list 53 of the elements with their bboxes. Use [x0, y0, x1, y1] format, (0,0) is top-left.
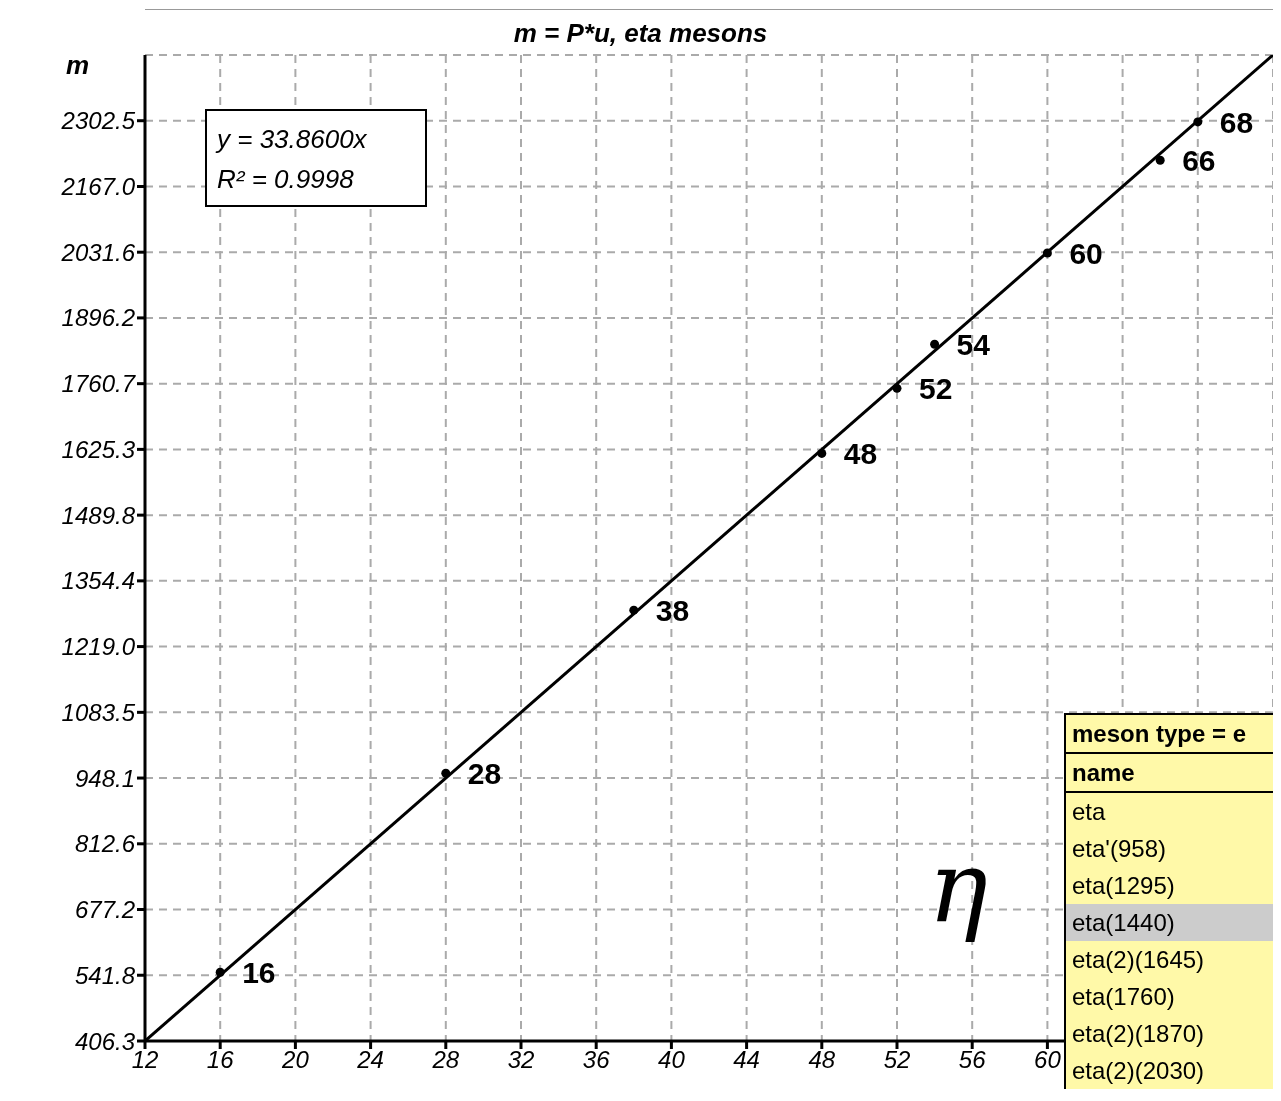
annotation: 16 [242, 956, 276, 990]
annotation: 48 [843, 437, 878, 471]
y-tick-label: 2031.6 [60, 238, 136, 266]
y-tick-label: 677.2 [74, 896, 135, 924]
point [930, 339, 940, 349]
y-tick-label: 1219.0 [61, 633, 136, 661]
point [1155, 155, 1165, 165]
y-tick-label: 406.3 [74, 1027, 136, 1055]
x-tick-label: 44 [733, 1046, 760, 1074]
annotation: eta(2)(1645) [1072, 946, 1205, 973]
y-tick-label: 2167.0 [60, 173, 136, 200]
y-tick-label: 1354.4 [61, 567, 135, 595]
x-tick-label: 36 [582, 1046, 611, 1074]
annotation: eta(1295) [1072, 872, 1175, 899]
x-tick-label: 52 [883, 1046, 911, 1074]
y-axis-title: m [66, 50, 90, 81]
x-tick-label: 60 [1034, 1046, 1062, 1074]
annotation: 28 [467, 757, 502, 791]
x-tick-label: 48 [808, 1046, 836, 1074]
annotation: 38 [655, 594, 690, 628]
x-tick-label: 40 [658, 1046, 686, 1074]
x-tick-label: 32 [507, 1046, 535, 1074]
annotation: R² = 0.9998 [217, 163, 355, 196]
y-tick-label: 1083.5 [61, 698, 136, 726]
annotation: η [928, 828, 988, 945]
y-tick-label: 1489.8 [61, 501, 136, 529]
annotation: meson type = e [1072, 720, 1247, 747]
text: eta(2)(2030) [1072, 1057, 1205, 1084]
x-tick-label: 28 [431, 1046, 460, 1074]
y-tick-label: 1760.7 [61, 370, 137, 398]
annotation: 68 [1219, 105, 1254, 139]
x-tick-label: 16 [206, 1046, 235, 1074]
x-tick-label: 56 [958, 1046, 987, 1074]
annotation: y = 33.8600x [217, 123, 368, 156]
y-tick-label: 2302.5 [60, 107, 136, 135]
annotation: 52 [919, 372, 953, 406]
y-tick-label: 541.8 [74, 961, 136, 989]
annotation: name [1072, 759, 1135, 786]
annotation: 60 [1069, 236, 1103, 270]
annotation: eta(1440) [1072, 909, 1175, 936]
annotation: 54 [956, 328, 991, 362]
y-tick-label: 812.6 [74, 830, 136, 858]
y-tick-label: 1896.2 [61, 304, 135, 332]
annotation: eta'(958) [1072, 835, 1166, 862]
y-tick-label: 948.1 [74, 764, 135, 792]
annotation: eta [1072, 798, 1106, 825]
annotation: eta(2)(1870) [1072, 1020, 1205, 1047]
chart-title: m = P*u, eta mesons [512, 18, 769, 49]
x-tick-label: 20 [281, 1046, 310, 1074]
y-tick-label: 1625.3 [61, 435, 136, 463]
annotation: 66 [1182, 144, 1216, 178]
x-tick-label: 24 [356, 1046, 384, 1074]
annotation: eta(1760) [1072, 983, 1175, 1010]
